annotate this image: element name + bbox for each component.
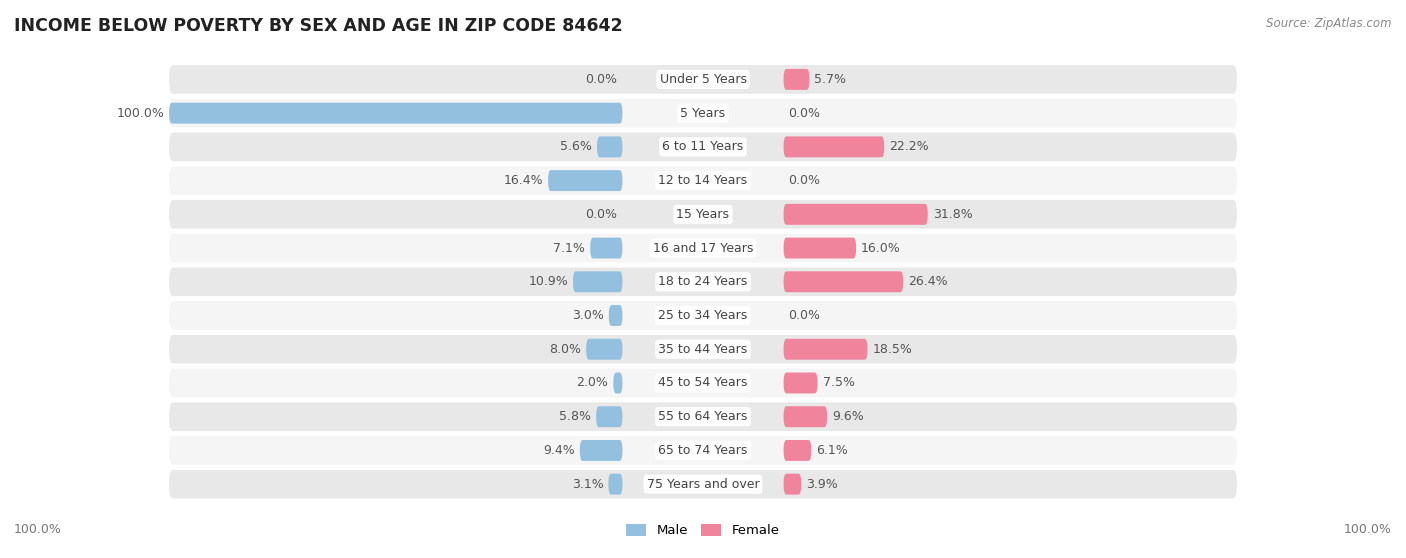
Text: 12 to 14 Years: 12 to 14 Years [658,174,748,187]
Text: 15 Years: 15 Years [676,208,730,221]
Text: 7.1%: 7.1% [554,242,585,254]
Text: INCOME BELOW POVERTY BY SEX AND AGE IN ZIP CODE 84642: INCOME BELOW POVERTY BY SEX AND AGE IN Z… [14,17,623,35]
Text: 3.1%: 3.1% [572,478,603,490]
FancyBboxPatch shape [783,271,903,292]
Text: 2.0%: 2.0% [576,377,609,389]
FancyBboxPatch shape [548,170,623,191]
Text: 35 to 44 Years: 35 to 44 Years [658,343,748,356]
FancyBboxPatch shape [169,234,1237,262]
Text: 16.4%: 16.4% [503,174,543,187]
FancyBboxPatch shape [783,406,827,427]
FancyBboxPatch shape [598,136,623,157]
Text: 18.5%: 18.5% [873,343,912,356]
FancyBboxPatch shape [169,103,623,123]
Text: 3.0%: 3.0% [572,309,603,322]
Text: 55 to 64 Years: 55 to 64 Years [658,410,748,423]
FancyBboxPatch shape [169,200,1237,229]
Text: 0.0%: 0.0% [585,208,617,221]
Text: 65 to 74 Years: 65 to 74 Years [658,444,748,457]
FancyBboxPatch shape [783,373,817,393]
FancyBboxPatch shape [609,305,623,326]
FancyBboxPatch shape [609,474,623,494]
Text: 0.0%: 0.0% [789,174,821,187]
Text: 5.7%: 5.7% [814,73,846,86]
Text: 75 Years and over: 75 Years and over [647,478,759,490]
FancyBboxPatch shape [591,238,623,258]
FancyBboxPatch shape [783,440,811,461]
Text: 18 to 24 Years: 18 to 24 Years [658,275,748,288]
FancyBboxPatch shape [169,65,1237,94]
Text: 6.1%: 6.1% [817,444,848,457]
FancyBboxPatch shape [169,470,1237,498]
Legend: Male, Female: Male, Female [626,524,780,537]
FancyBboxPatch shape [169,166,1237,195]
Text: Under 5 Years: Under 5 Years [659,73,747,86]
FancyBboxPatch shape [574,271,623,292]
FancyBboxPatch shape [169,267,1237,296]
Text: 16.0%: 16.0% [860,242,901,254]
Text: 25 to 34 Years: 25 to 34 Years [658,309,748,322]
FancyBboxPatch shape [783,136,884,157]
FancyBboxPatch shape [783,69,810,90]
FancyBboxPatch shape [169,369,1237,397]
Text: 3.9%: 3.9% [806,478,838,490]
Text: 100.0%: 100.0% [14,523,62,536]
Text: 9.6%: 9.6% [832,410,863,423]
FancyBboxPatch shape [783,339,868,360]
FancyBboxPatch shape [783,238,856,258]
FancyBboxPatch shape [613,373,623,393]
Text: 100.0%: 100.0% [117,107,165,119]
Text: 26.4%: 26.4% [908,275,948,288]
Text: 5.6%: 5.6% [560,141,592,153]
Text: 5 Years: 5 Years [681,107,725,119]
FancyBboxPatch shape [586,339,623,360]
FancyBboxPatch shape [169,133,1237,161]
FancyBboxPatch shape [169,301,1237,330]
Text: 6 to 11 Years: 6 to 11 Years [662,141,744,153]
Text: 0.0%: 0.0% [789,309,821,322]
Text: 10.9%: 10.9% [529,275,568,288]
FancyBboxPatch shape [169,436,1237,465]
FancyBboxPatch shape [169,99,1237,127]
Text: 22.2%: 22.2% [889,141,929,153]
Text: 31.8%: 31.8% [932,208,973,221]
FancyBboxPatch shape [596,406,623,427]
Text: 0.0%: 0.0% [585,73,617,86]
Text: 9.4%: 9.4% [543,444,575,457]
Text: 8.0%: 8.0% [550,343,581,356]
Text: 16 and 17 Years: 16 and 17 Years [652,242,754,254]
FancyBboxPatch shape [783,204,928,225]
Text: 100.0%: 100.0% [1344,523,1392,536]
Text: 0.0%: 0.0% [789,107,821,119]
Text: Source: ZipAtlas.com: Source: ZipAtlas.com [1267,17,1392,30]
FancyBboxPatch shape [169,402,1237,431]
Text: 5.8%: 5.8% [560,410,591,423]
FancyBboxPatch shape [579,440,623,461]
FancyBboxPatch shape [169,335,1237,364]
Text: 7.5%: 7.5% [823,377,855,389]
FancyBboxPatch shape [783,474,801,494]
Text: 45 to 54 Years: 45 to 54 Years [658,377,748,389]
